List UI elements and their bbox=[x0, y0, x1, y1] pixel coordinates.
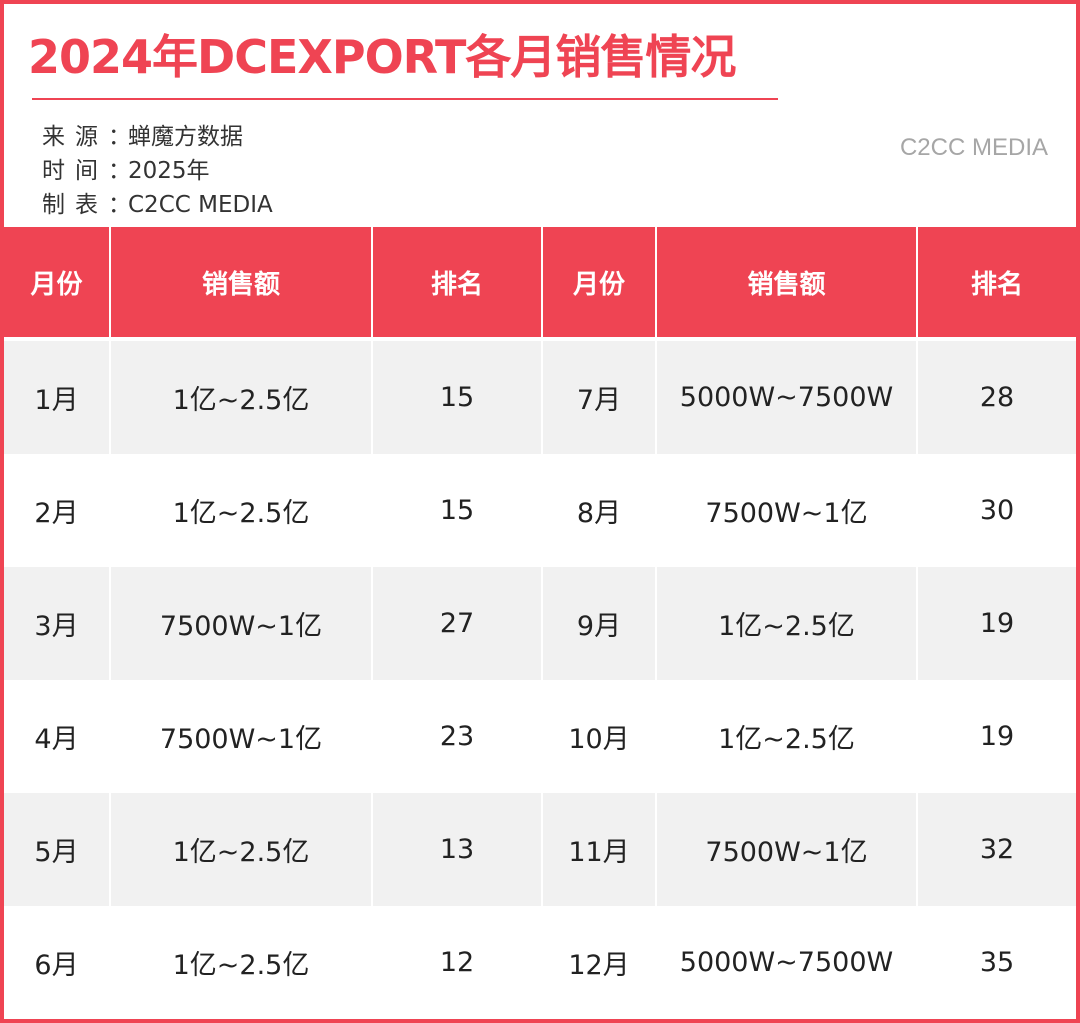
meta-maker: 制表：C2CC MEDIA bbox=[42, 188, 273, 222]
cell-sales: 1亿~2.5亿 bbox=[656, 680, 918, 793]
cell-month: 12月 bbox=[542, 906, 657, 1019]
cell-rank: 15 bbox=[372, 339, 543, 454]
title-underline bbox=[32, 98, 778, 100]
cell-month: 7月 bbox=[542, 339, 657, 454]
header-sales: 销售额 bbox=[110, 227, 373, 341]
cell-rank: 13 bbox=[372, 793, 543, 906]
cell-sales: 7500W~1亿 bbox=[656, 793, 918, 906]
cell-rank: 27 bbox=[372, 567, 543, 680]
watermark: C2CC MEDIA bbox=[899, 134, 1048, 161]
table-header-row: 月份 销售额 排名 月份 销售额 排名 bbox=[4, 227, 1076, 341]
cell-month: 11月 bbox=[542, 793, 657, 906]
header-month: 月份 bbox=[4, 227, 111, 341]
cell-rank: 19 bbox=[917, 680, 1076, 793]
meta-source: 来源：蝉魔方数据 bbox=[42, 120, 273, 154]
table-row: 3月 7500W~1亿 27 9月 1亿~2.5亿 19 bbox=[4, 567, 1076, 680]
cell-rank: 35 bbox=[917, 906, 1076, 1019]
meta-label: 时间： bbox=[42, 158, 141, 184]
cell-rank: 32 bbox=[917, 793, 1076, 906]
table-row: 4月 7500W~1亿 23 10月 1亿~2.5亿 19 bbox=[4, 680, 1076, 793]
cell-month: 3月 bbox=[4, 567, 111, 680]
cell-rank: 28 bbox=[917, 339, 1076, 454]
table-row: 6月 1亿~2.5亿 12 12月 5000W~7500W 35 bbox=[4, 906, 1076, 1019]
header-rank: 排名 bbox=[917, 227, 1076, 341]
header-rank: 排名 bbox=[372, 227, 543, 341]
meta-time: 时间：2025年 bbox=[42, 154, 273, 188]
header-month: 月份 bbox=[542, 227, 657, 341]
cell-sales: 7500W~1亿 bbox=[110, 680, 373, 793]
cell-rank: 15 bbox=[372, 454, 543, 567]
cell-month: 5月 bbox=[4, 793, 111, 906]
cell-month: 6月 bbox=[4, 906, 111, 1019]
table-row: 5月 1亿~2.5亿 13 11月 7500W~1亿 32 bbox=[4, 793, 1076, 906]
meta-info: 来源：蝉魔方数据 时间：2025年 制表：C2CC MEDIA bbox=[42, 120, 273, 222]
cell-rank: 23 bbox=[372, 680, 543, 793]
header-sales: 销售额 bbox=[656, 227, 918, 341]
cell-sales: 1亿~2.5亿 bbox=[656, 567, 918, 680]
meta-value: C2CC MEDIA bbox=[128, 192, 273, 218]
meta-label: 制表： bbox=[42, 192, 141, 218]
cell-month: 9月 bbox=[542, 567, 657, 680]
cell-month: 8月 bbox=[542, 454, 657, 567]
cell-sales: 5000W~7500W bbox=[656, 339, 918, 454]
cell-month: 1月 bbox=[4, 339, 111, 454]
cell-rank: 19 bbox=[917, 567, 1076, 680]
table-row: 2月 1亿~2.5亿 15 8月 7500W~1亿 30 bbox=[4, 454, 1076, 567]
cell-sales: 1亿~2.5亿 bbox=[110, 339, 373, 454]
meta-value: 2025年 bbox=[128, 158, 210, 184]
table-row: 1月 1亿~2.5亿 15 7月 5000W~7500W 28 bbox=[4, 339, 1076, 454]
page-title: 2024年DCEXPORT各月销售情况 bbox=[28, 30, 736, 84]
sales-table: 月份 销售额 排名 月份 销售额 排名 1月 1亿~2.5亿 15 7月 500… bbox=[4, 227, 1076, 1019]
cell-rank: 30 bbox=[917, 454, 1076, 567]
meta-label: 来源： bbox=[42, 124, 141, 150]
cell-month: 2月 bbox=[4, 454, 111, 567]
cell-sales: 5000W~7500W bbox=[656, 906, 918, 1019]
cell-month: 10月 bbox=[542, 680, 657, 793]
meta-value: 蝉魔方数据 bbox=[128, 124, 243, 150]
cell-rank: 12 bbox=[372, 906, 543, 1019]
cell-sales: 7500W~1亿 bbox=[110, 567, 373, 680]
cell-sales: 1亿~2.5亿 bbox=[110, 793, 373, 906]
cell-month: 4月 bbox=[4, 680, 111, 793]
cell-sales: 1亿~2.5亿 bbox=[110, 454, 373, 567]
cell-sales: 7500W~1亿 bbox=[656, 454, 918, 567]
cell-sales: 1亿~2.5亿 bbox=[110, 906, 373, 1019]
